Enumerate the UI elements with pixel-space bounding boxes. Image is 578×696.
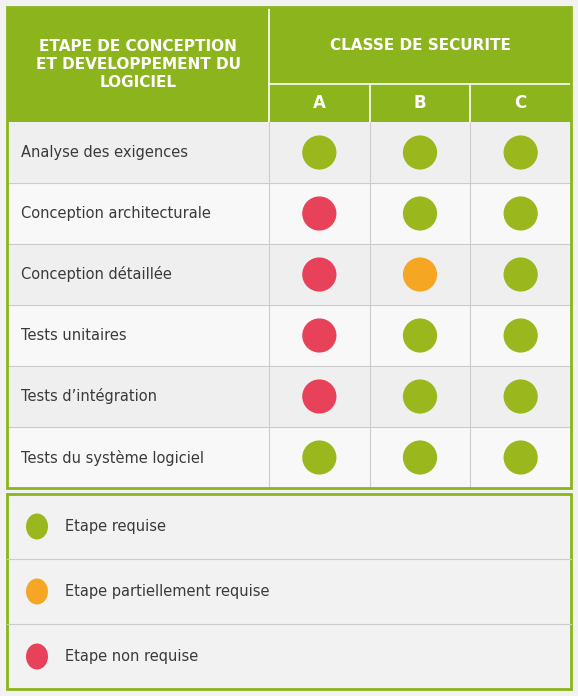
Ellipse shape bbox=[302, 441, 336, 475]
Text: Etape non requise: Etape non requise bbox=[65, 649, 198, 664]
Ellipse shape bbox=[403, 258, 437, 292]
Text: C: C bbox=[514, 94, 527, 112]
Text: Conception détaillée: Conception détaillée bbox=[21, 267, 172, 283]
Ellipse shape bbox=[302, 379, 336, 413]
Bar bbox=[7, 7, 571, 122]
Ellipse shape bbox=[26, 644, 48, 670]
Ellipse shape bbox=[302, 196, 336, 230]
Ellipse shape bbox=[302, 136, 336, 170]
Text: ETAPE DE CONCEPTION: ETAPE DE CONCEPTION bbox=[39, 39, 237, 54]
Text: Tests du système logiciel: Tests du système logiciel bbox=[21, 450, 204, 466]
Text: Conception architecturale: Conception architecturale bbox=[21, 206, 211, 221]
Bar bbox=[7, 244, 571, 305]
Text: Etape requise: Etape requise bbox=[65, 519, 166, 534]
Ellipse shape bbox=[503, 379, 538, 413]
Text: Tests unitaires: Tests unitaires bbox=[21, 328, 127, 343]
Ellipse shape bbox=[403, 379, 437, 413]
Text: LOGICIEL: LOGICIEL bbox=[99, 75, 176, 90]
Ellipse shape bbox=[503, 441, 538, 475]
Text: Tests d’intégration: Tests d’intégration bbox=[21, 388, 157, 404]
Text: ET DEVELOPPEMENT DU: ET DEVELOPPEMENT DU bbox=[35, 57, 240, 72]
Bar bbox=[7, 427, 571, 488]
Bar bbox=[7, 494, 571, 689]
Text: A: A bbox=[313, 94, 326, 112]
Bar bbox=[7, 366, 571, 427]
Ellipse shape bbox=[403, 441, 437, 475]
Text: Analyse des exigences: Analyse des exigences bbox=[21, 145, 188, 160]
Ellipse shape bbox=[503, 258, 538, 292]
Bar bbox=[7, 305, 571, 366]
Text: B: B bbox=[414, 94, 427, 112]
Bar bbox=[7, 7, 571, 488]
Ellipse shape bbox=[26, 514, 48, 539]
Ellipse shape bbox=[403, 136, 437, 170]
Ellipse shape bbox=[503, 196, 538, 230]
Ellipse shape bbox=[503, 136, 538, 170]
Ellipse shape bbox=[302, 319, 336, 353]
Ellipse shape bbox=[403, 319, 437, 353]
Text: Etape partiellement requise: Etape partiellement requise bbox=[65, 584, 269, 599]
Ellipse shape bbox=[503, 319, 538, 353]
Text: CLASSE DE SECURITE: CLASSE DE SECURITE bbox=[329, 38, 510, 53]
Ellipse shape bbox=[403, 196, 437, 230]
Ellipse shape bbox=[26, 578, 48, 605]
Ellipse shape bbox=[302, 258, 336, 292]
Bar bbox=[7, 183, 571, 244]
Bar bbox=[7, 122, 571, 183]
